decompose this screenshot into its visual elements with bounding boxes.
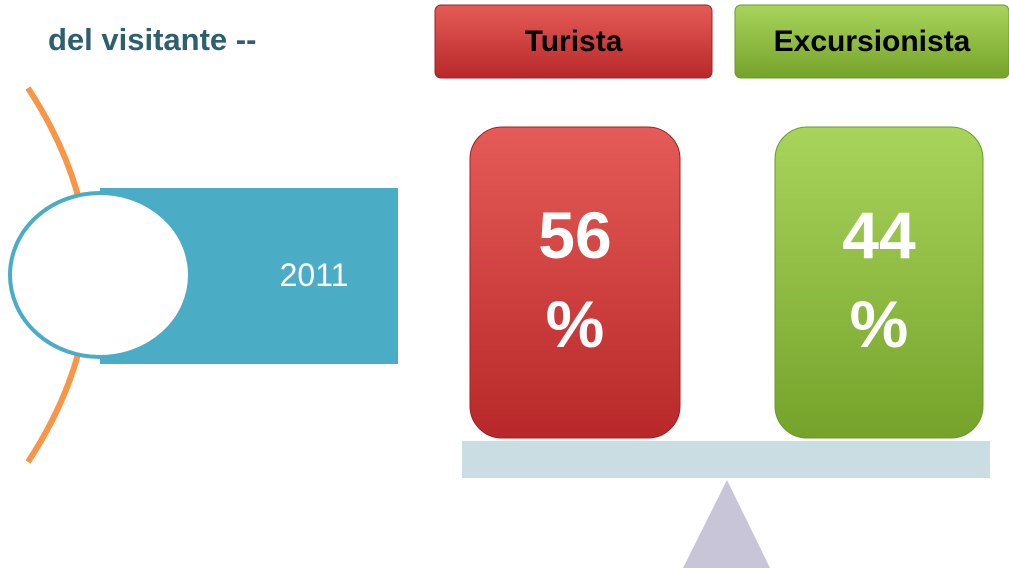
header-box	[734, 4, 1009, 79]
group-label: Turista	[524, 24, 623, 58]
group-value: 44 %	[842, 197, 916, 361]
beam	[462, 441, 990, 478]
value-box	[469, 126, 681, 439]
header-box	[434, 4, 713, 79]
year: 2011	[279, 256, 349, 293]
fulcrum	[683, 480, 770, 568]
group-label: Excursionista	[773, 24, 971, 58]
group-value: 56 %	[538, 197, 612, 361]
title: del visitante --	[48, 22, 257, 57]
value-box	[774, 126, 984, 439]
circle	[8, 191, 192, 359]
